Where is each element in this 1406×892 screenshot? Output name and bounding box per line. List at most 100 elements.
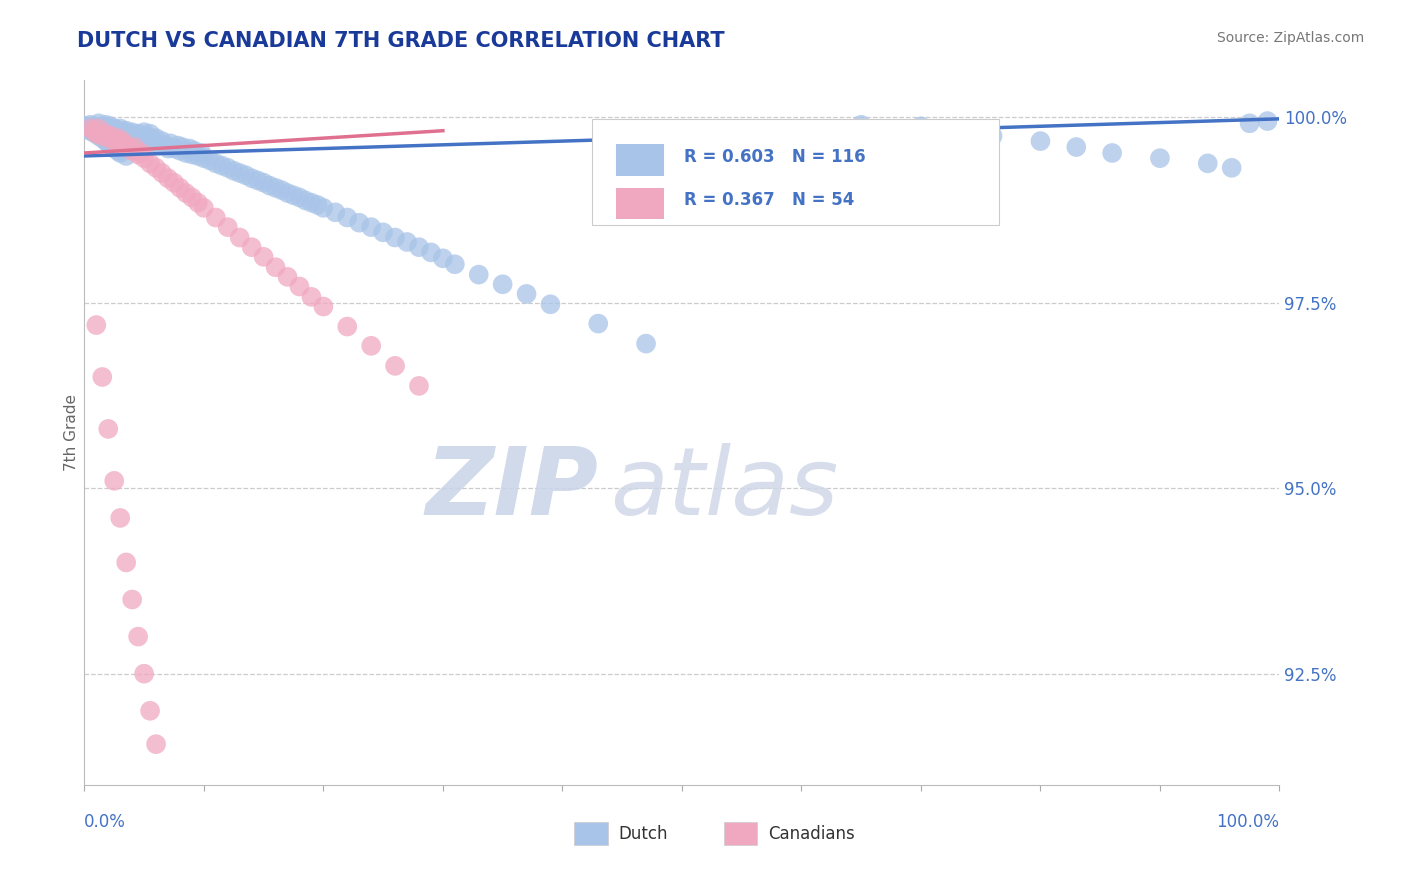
Point (325, 205, 347, 219)
Point (124, 131, 146, 145)
Point (588, 317, 610, 331)
Point (253, 250, 276, 264)
Point (83, 120, 105, 134)
Point (384, 230, 406, 244)
Point (91, 370, 114, 384)
Text: atlas: atlas (610, 443, 838, 534)
Point (946, 124, 969, 138)
Point (166, 138, 188, 153)
Point (118, 142, 141, 156)
Point (131, 133, 153, 147)
Point (277, 186, 299, 200)
Point (107, 124, 129, 138)
Point (139, 131, 162, 145)
Point (169, 181, 191, 195)
Point (97, 124, 120, 138)
Point (79, 121, 101, 136)
Point (360, 220, 382, 235)
Point (246, 173, 269, 187)
Point (97, 121, 120, 136)
Point (349, 216, 371, 230)
Point (336, 319, 359, 334)
Point (139, 127, 162, 141)
Point (181, 190, 204, 204)
Text: ZIP: ZIP (426, 443, 599, 535)
Point (100, 128, 122, 143)
Point (408, 240, 430, 254)
Point (110, 511, 132, 525)
Point (121, 128, 143, 143)
Point (94, 134, 117, 148)
Point (159, 136, 181, 151)
Point (301, 195, 323, 210)
Point (86, 318, 108, 332)
Y-axis label: 7th Grade: 7th Grade (63, 394, 79, 471)
Text: R = 0.603   N = 116: R = 0.603 N = 116 (685, 147, 866, 166)
Point (492, 277, 515, 292)
Point (217, 220, 239, 235)
Point (110, 136, 132, 151)
Point (235, 168, 257, 182)
Point (540, 297, 562, 311)
Point (910, 120, 932, 134)
Point (336, 211, 359, 225)
Point (115, 149, 138, 163)
Point (132, 666, 156, 681)
Point (253, 176, 276, 190)
Point (79, 118, 101, 132)
Point (790, 121, 813, 136)
Point (77, 121, 100, 136)
Point (1257, 114, 1279, 128)
Point (229, 230, 252, 244)
Point (86, 127, 108, 141)
Point (103, 125, 125, 139)
Point (142, 134, 165, 148)
Point (145, 161, 167, 175)
Point (396, 235, 419, 249)
Point (981, 128, 1004, 143)
Point (111, 134, 134, 148)
Point (288, 190, 311, 204)
Point (240, 171, 263, 186)
Point (183, 144, 205, 158)
Point (190, 145, 212, 160)
Point (115, 556, 138, 570)
Point (103, 121, 125, 136)
FancyBboxPatch shape (575, 822, 607, 845)
Point (157, 171, 180, 186)
Point (132, 125, 156, 139)
Point (145, 136, 167, 151)
Point (1066, 140, 1088, 154)
Point (174, 186, 197, 200)
Point (107, 144, 129, 158)
Text: 100.0%: 100.0% (1216, 814, 1279, 831)
Point (211, 159, 233, 173)
Point (115, 128, 138, 143)
Point (360, 339, 382, 353)
Point (127, 127, 149, 141)
Point (94, 118, 117, 132)
Point (115, 138, 138, 153)
Point (468, 268, 491, 282)
Point (87, 116, 110, 130)
Point (115, 124, 138, 138)
Point (86, 127, 108, 141)
Point (636, 336, 658, 351)
Point (264, 260, 287, 275)
Point (91, 121, 114, 136)
Point (131, 145, 153, 160)
Point (384, 359, 406, 373)
FancyBboxPatch shape (616, 187, 664, 219)
Point (222, 163, 245, 178)
Point (294, 194, 316, 208)
Point (148, 138, 170, 153)
Point (135, 134, 157, 148)
Point (124, 140, 146, 154)
Point (240, 240, 263, 254)
Point (139, 156, 162, 170)
Point (82, 125, 104, 139)
Point (157, 142, 180, 156)
Point (97, 136, 120, 151)
Point (172, 140, 194, 154)
Point (277, 269, 299, 284)
